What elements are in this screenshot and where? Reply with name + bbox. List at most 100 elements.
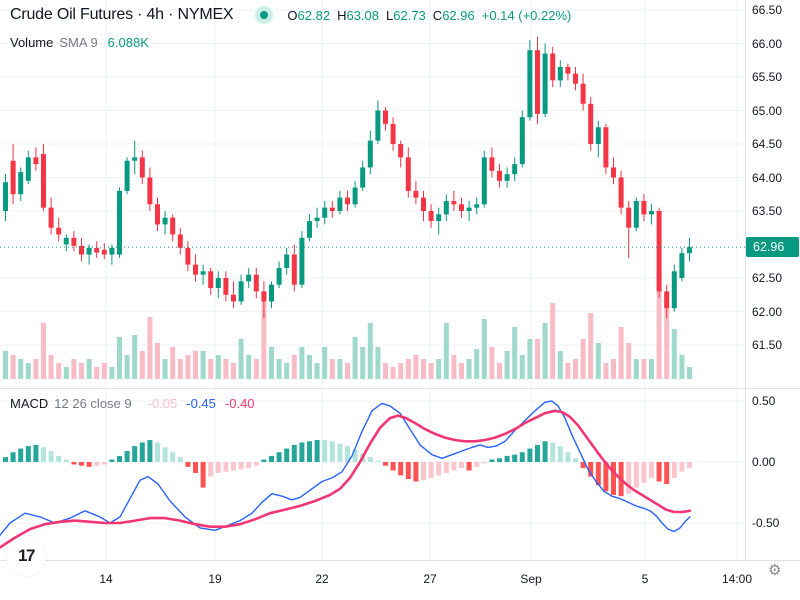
candle-body — [101, 249, 107, 255]
macd-histogram-bar — [375, 460, 381, 462]
candle-body — [626, 207, 632, 228]
volume-bar — [109, 367, 115, 379]
volume-bar — [291, 355, 297, 379]
time-tick-label: 27 — [423, 572, 437, 586]
candle-body — [618, 177, 624, 208]
candle-body — [413, 190, 419, 198]
candle-body — [383, 110, 388, 124]
macd-histogram-bar — [79, 462, 84, 466]
macd-histogram-bar — [595, 462, 601, 486]
volume-sma-value: 6.088K — [107, 35, 149, 50]
macd-histogram-bar — [276, 452, 282, 462]
volume-bar — [595, 343, 601, 379]
volume-bar — [428, 363, 434, 379]
volume-bar — [375, 347, 381, 379]
macd-signal-value: -0.40 — [224, 396, 255, 411]
macd-indicator-label[interactable]: MACD — [10, 396, 49, 411]
macd-histogram-bar — [291, 444, 297, 462]
time-tick-label: 14:00 — [721, 572, 753, 586]
gear-icon[interactable]: ⚙ — [768, 562, 782, 579]
macd-histogram-bar — [223, 462, 229, 472]
macd-histogram-bar — [633, 462, 639, 488]
price-change: +0.14 (+0.22%) — [481, 7, 572, 23]
macd-histogram-bar — [117, 455, 122, 462]
macd-tick-label: 0.50 — [752, 394, 776, 408]
volume-bar — [618, 327, 624, 379]
price-tick-label: 62.00 — [752, 304, 783, 319]
macd-histogram-bar — [94, 462, 100, 466]
volume-bar — [542, 323, 548, 379]
candle-body — [117, 190, 122, 255]
candle-body — [390, 123, 396, 144]
candle-body — [139, 157, 145, 178]
candle-body — [345, 197, 350, 205]
volume-bar — [139, 351, 145, 379]
volume-bar — [238, 339, 244, 379]
macd-histogram-bar — [565, 452, 571, 462]
candle-body — [329, 207, 335, 211]
macd-histogram-bar — [33, 444, 39, 462]
macd-tick-label: 0.00 — [752, 455, 776, 469]
close-label: C — [432, 7, 443, 23]
macd-histogram-bar — [527, 448, 533, 462]
candle-body — [25, 157, 31, 181]
volume-bar — [345, 363, 350, 379]
candle-body — [557, 66, 563, 81]
symbol-title[interactable]: Crude Oil Futures · 4h · NYMEX — [10, 6, 234, 23]
candle-body — [481, 157, 487, 205]
volume-bar — [269, 347, 274, 379]
candle-body — [512, 164, 518, 175]
time-tick-label: 5 — [641, 572, 649, 586]
macd-histogram-bar — [238, 462, 244, 470]
ohlc-values: O62.82 H63.08 L62.73 C62.96 — [287, 8, 474, 23]
volume-bar — [474, 349, 480, 379]
volume-bar — [177, 359, 183, 379]
macd-histogram-bar — [664, 462, 670, 484]
macd-legend-row: MACD 12 26 close 9 -0.05 -0.45 -0.40 — [10, 396, 255, 411]
macd-histogram-bar — [299, 442, 305, 462]
macd-histogram-bar — [63, 459, 69, 462]
candle-body — [595, 127, 601, 144]
macd-histogram-bar — [124, 451, 130, 462]
time-axis[interactable] — [0, 561, 800, 600]
candle-body — [352, 187, 358, 205]
macd-histogram-bar — [519, 452, 525, 462]
volume-bar — [246, 355, 252, 379]
macd-histogram-bar — [512, 454, 518, 462]
candle-body — [656, 211, 662, 292]
macd-histogram-bar — [489, 459, 495, 462]
candle-body — [269, 284, 274, 302]
macd-histogram-bar — [580, 462, 586, 469]
price-tick-label: 64.00 — [752, 170, 783, 185]
close-value: 62.96 — [442, 7, 475, 23]
candle-body — [307, 221, 312, 238]
macd-histogram-bar — [671, 462, 677, 478]
price-tick-label: 66.50 — [752, 3, 783, 17]
high-value: 63.08 — [346, 7, 380, 23]
market-status-dot[interactable] — [255, 6, 274, 24]
macd-histogram-bar — [459, 462, 464, 469]
volume-bar — [436, 359, 442, 379]
volume-bar — [124, 355, 130, 379]
volume-bar — [390, 367, 396, 379]
volume-bar — [33, 359, 39, 379]
candle-body — [687, 247, 692, 254]
candle-body — [132, 157, 138, 161]
volume-bar — [535, 339, 540, 379]
candle-body — [147, 177, 153, 205]
volume-bar — [504, 351, 510, 379]
candle-body — [398, 144, 404, 158]
volume-indicator-label[interactable]: Volume — [10, 35, 54, 50]
tradingview-logo-icon[interactable]: 17 — [6, 536, 46, 576]
candle-body — [253, 274, 259, 292]
volume-bar — [481, 319, 487, 379]
volume-bar — [656, 291, 662, 379]
volume-bar — [671, 329, 677, 379]
candle-body — [162, 217, 168, 225]
candle-body — [580, 83, 586, 104]
volume-bar — [94, 367, 100, 379]
volume-bar — [284, 363, 290, 379]
candle-body — [664, 291, 670, 309]
